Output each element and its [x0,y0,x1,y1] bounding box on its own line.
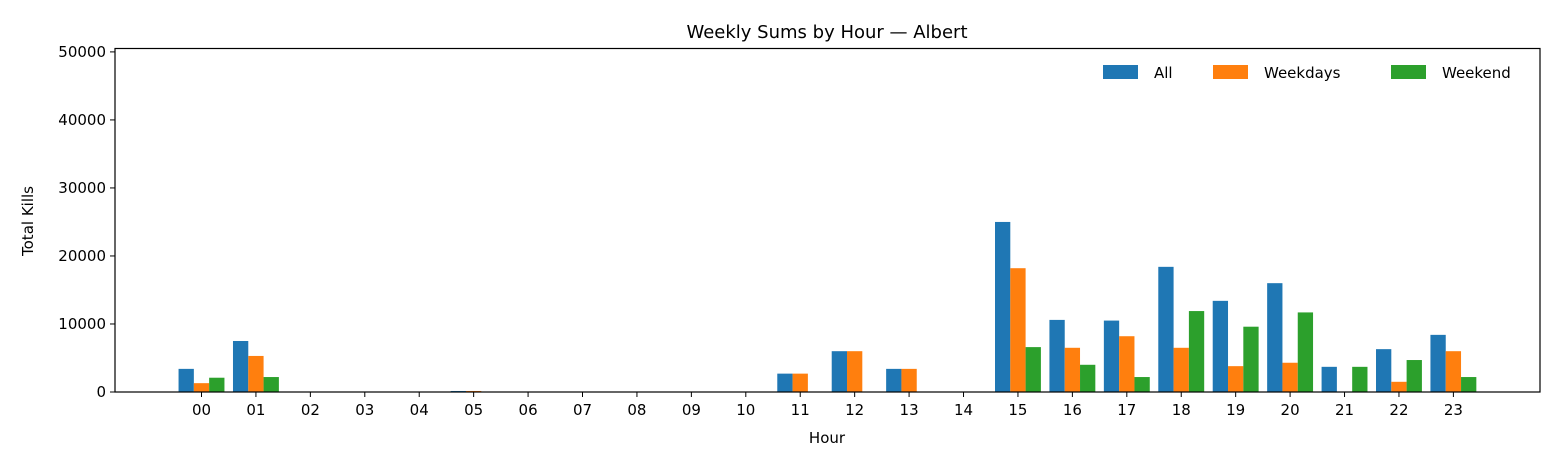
x-tick-label: 13 [900,401,919,419]
bar-all-15 [995,221,1011,392]
x-tick-label: 15 [1008,401,1027,419]
y-tick-label: 10000 [58,315,106,333]
bar-all-22 [1376,349,1392,392]
y-tick-label: 30000 [58,179,106,197]
legend-label: Weekend [1442,64,1511,82]
legend-swatch [1391,65,1426,79]
bar-weekdays-22 [1391,381,1407,392]
bars-layer [178,221,1477,392]
x-tick-label: 08 [627,401,646,419]
bar-weekdays-15 [1010,268,1026,392]
bar-all-18 [1158,266,1174,392]
x-tick-label: 06 [519,401,538,419]
y-tick-label: 50000 [58,43,106,61]
x-tick-label: 16 [1063,401,1082,419]
x-tick-label: 00 [192,401,211,419]
legend-label: Weekdays [1264,64,1341,82]
x-axis-label: Hour [809,429,846,447]
bar-all-20 [1267,283,1283,392]
bar-weekdays-16 [1064,347,1081,392]
bar-weekend-19 [1243,326,1259,392]
bar-all-13 [886,368,902,392]
bar-weekend-15 [1025,347,1041,392]
plot-frame [114,47,1541,393]
y-tick-label: 0 [96,383,106,401]
bar-weekdays-13 [901,368,917,392]
bar-all-01 [232,340,249,392]
bar-weekend-20 [1297,312,1314,392]
x-tick-label: 12 [845,401,864,419]
bar-all-12 [831,351,848,392]
x-tick-label: 17 [1117,401,1136,419]
y-tick-label: 40000 [58,111,106,129]
x-tick-label: 18 [1172,401,1191,419]
bar-weekend-21 [1352,366,1368,392]
x-tick-label: 23 [1444,401,1463,419]
bar-weekdays-23 [1445,351,1462,392]
bar-all-17 [1103,320,1120,392]
legend: All Weekdays Weekend [1103,64,1511,82]
x-tick-label: 14 [954,401,973,419]
bar-weekdays-00 [193,383,210,392]
x-axis: 00 01 02 03 04 05 06 07 08 09 10 11 12 13 14 15 16 17 18 19… [192,392,1463,419]
y-tick-label: 20000 [58,247,106,265]
x-tick-label: 20 [1281,401,1300,419]
bar-weekend-22 [1406,360,1422,392]
legend-swatch [1103,65,1138,79]
bar-all-21 [1321,366,1337,392]
bar-all-19 [1212,300,1229,392]
x-tick-label: 05 [464,401,483,419]
legend-label: All [1154,64,1173,82]
bar-all-11 [777,373,793,392]
x-tick-label: 21 [1335,401,1354,419]
x-tick-label: 19 [1226,401,1245,419]
bar-weekend-00 [209,377,225,392]
bar-weekend-01 [263,377,279,392]
legend-swatch [1213,65,1248,79]
x-tick-label: 01 [246,401,265,419]
bar-weekdays-18 [1173,347,1189,392]
bar-weekend-18 [1188,311,1205,392]
x-tick-label: 10 [736,401,755,419]
x-tick-label: 11 [791,401,810,419]
x-tick-label: 02 [301,401,320,419]
bar-weekdays-01 [248,355,264,392]
y-axis-label: Total Kills [19,186,37,257]
bar-all-16 [1049,319,1065,392]
x-tick-label: 22 [1389,401,1408,419]
bar-weekend-16 [1080,364,1096,392]
x-tick-label: 03 [355,401,374,419]
bar-all-23 [1430,334,1446,392]
bar-weekdays-12 [847,351,863,392]
legend-item-weekend: Weekend [1391,64,1511,82]
bar-weekdays-17 [1119,336,1135,392]
bar-weekend-23 [1461,377,1477,392]
bar-weekdays-11 [792,373,808,392]
bar-weekdays-19 [1228,366,1244,392]
x-tick-label: 04 [410,401,429,419]
legend-item-weekdays: Weekdays [1213,64,1341,82]
bar-weekend-17 [1134,377,1150,392]
bar-weekdays-20 [1282,362,1298,392]
chart-title: Weekly Sums by Hour — Albert [686,22,967,43]
y-axis: 0 10000 20000 30000 40000 50000 [58,43,115,401]
legend-item-all: All [1103,64,1173,82]
x-tick-label: 09 [682,401,701,419]
x-tick-label: 07 [573,401,592,419]
bar-all-00 [178,368,194,392]
